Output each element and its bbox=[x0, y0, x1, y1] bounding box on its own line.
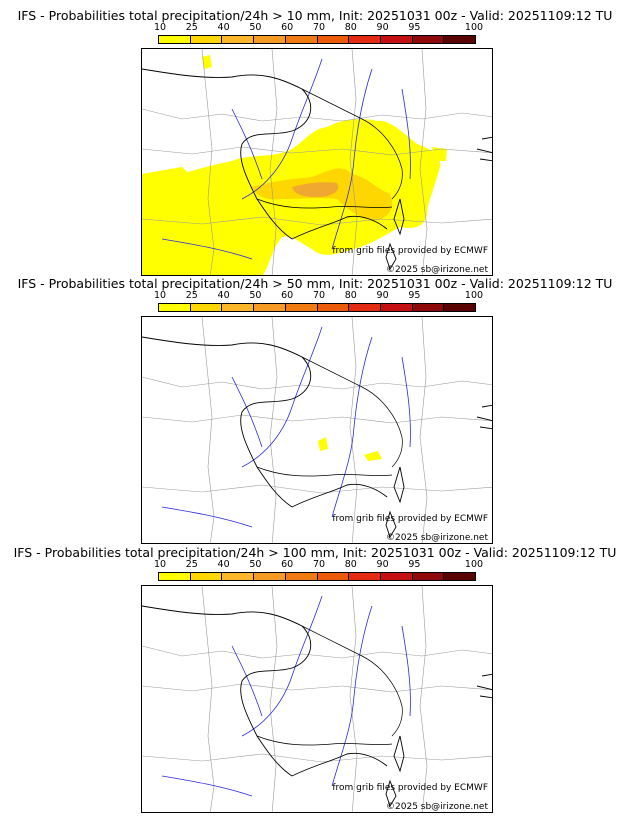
colorbar-tick-label: 80 bbox=[344, 22, 357, 33]
region-borders bbox=[142, 49, 492, 275]
colorbar-tick-label: 95 bbox=[408, 22, 421, 33]
national-borders bbox=[256, 88, 403, 209]
probability-area-mid bbox=[252, 168, 393, 221]
region-borders bbox=[142, 586, 492, 812]
colorbar-tick-label: 90 bbox=[376, 290, 389, 301]
colorbar-segment bbox=[222, 573, 255, 580]
colorbar-segment bbox=[317, 573, 350, 580]
colorbar-segment bbox=[349, 304, 381, 311]
colorbar-tick-label: 90 bbox=[376, 22, 389, 33]
colorbar-segment bbox=[380, 304, 413, 311]
colorbar-segment bbox=[349, 36, 381, 43]
colorbar-segment bbox=[412, 304, 445, 311]
colorbar-tick-label: 70 bbox=[312, 290, 326, 301]
colorbar-segment bbox=[159, 36, 191, 43]
colorbar-segment bbox=[349, 573, 381, 580]
colorbar-tick-label: 95 bbox=[408, 559, 421, 570]
map-panel-50mm: IFS - Probabilities total precipitation/… bbox=[0, 276, 630, 544]
colorbar-ticks: 10 25 40 50 60 70 80 90 95 100 bbox=[154, 559, 483, 571]
colorbar-tick-label: 50 bbox=[249, 290, 262, 301]
colorbar-tick-label: 50 bbox=[249, 22, 262, 33]
map-svg bbox=[142, 317, 492, 543]
colorbar-segment bbox=[190, 573, 223, 580]
colorbar-segment bbox=[285, 304, 318, 311]
map-10mm: from grib files provided by ECMWF ©2025 … bbox=[141, 48, 493, 276]
colorbar-tick-label: 40 bbox=[217, 22, 230, 33]
colorbar-segment bbox=[444, 36, 476, 43]
colorbar-segment bbox=[159, 304, 191, 311]
coastline bbox=[142, 605, 492, 808]
colorbar-segment bbox=[380, 36, 413, 43]
map-100mm: from grib files provided by ECMWF ©2025 … bbox=[141, 585, 493, 813]
colorbar-tick-label: 50 bbox=[249, 559, 262, 570]
colorbar-segment bbox=[412, 573, 445, 580]
colorbar-tick-label: 60 bbox=[281, 559, 294, 570]
source-credit: from grib files provided by ECMWF bbox=[332, 514, 488, 524]
panel-title: IFS - Probabilities total precipitation/… bbox=[13, 545, 617, 560]
colorbar-segment bbox=[444, 573, 476, 580]
national-borders bbox=[256, 625, 403, 746]
colorbar-tick-label: 10 bbox=[153, 559, 167, 570]
colorbar-ticks: 10 25 40 50 60 70 80 90 95 100 bbox=[154, 290, 483, 302]
colorbar-ticks: 10 25 40 50 60 70 80 90 95 100 bbox=[154, 22, 483, 34]
colorbar-segment bbox=[159, 573, 191, 580]
colorbar-segment bbox=[285, 36, 318, 43]
source-credit: from grib files provided by ECMWF bbox=[332, 246, 488, 256]
colorbar-tick-label: 70 bbox=[312, 559, 326, 570]
colorbar-tick-label: 25 bbox=[185, 290, 198, 301]
rivers bbox=[161, 326, 411, 528]
colorbar-tick-label: 10 bbox=[153, 290, 167, 301]
colorbar-tick-label: 25 bbox=[185, 559, 198, 570]
colorbar-segment bbox=[222, 304, 255, 311]
coastline bbox=[142, 336, 492, 539]
map-svg bbox=[142, 586, 492, 812]
colorbar-tick-label: 60 bbox=[281, 290, 294, 301]
colorbar-tick-label: 60 bbox=[281, 22, 294, 33]
colorbar-segment bbox=[317, 36, 350, 43]
colorbar-tick-label: 40 bbox=[217, 559, 230, 570]
colorbar-tick-label: 100 bbox=[464, 22, 484, 33]
copyright-credit: ©2025 sb@irizone.net bbox=[386, 533, 488, 543]
colorbar-segment bbox=[254, 573, 286, 580]
coastline bbox=[142, 68, 492, 271]
probability-area-low bbox=[318, 437, 382, 461]
panel-title: IFS - Probabilities total precipitation/… bbox=[17, 8, 613, 23]
colorbar-tick-label: 70 bbox=[312, 22, 326, 33]
copyright-credit: ©2025 sb@irizone.net bbox=[386, 265, 488, 275]
colorbar bbox=[158, 35, 476, 44]
colorbar bbox=[158, 572, 476, 581]
copyright-credit: ©2025 sb@irizone.net bbox=[386, 802, 488, 812]
map-50mm: from grib files provided by ECMWF ©2025 … bbox=[141, 316, 493, 544]
colorbar-tick-label: 80 bbox=[344, 290, 357, 301]
colorbar-segment bbox=[285, 573, 318, 580]
colorbar-segment bbox=[444, 304, 476, 311]
colorbar-segment bbox=[254, 36, 286, 43]
map-panel-10mm: IFS - Probabilities total precipitation/… bbox=[0, 8, 630, 276]
colorbar bbox=[158, 303, 476, 312]
colorbar-segment bbox=[190, 36, 223, 43]
colorbar-segment bbox=[412, 36, 445, 43]
colorbar-tick-label: 80 bbox=[344, 559, 357, 570]
map-panel-100mm: IFS - Probabilities total precipitation/… bbox=[0, 545, 630, 813]
region-borders bbox=[142, 317, 492, 543]
colorbar-tick-label: 100 bbox=[464, 290, 484, 301]
colorbar-segment bbox=[254, 304, 286, 311]
colorbar-segment bbox=[222, 36, 255, 43]
national-borders bbox=[256, 356, 403, 477]
panel-title: IFS - Probabilities total precipitation/… bbox=[17, 276, 613, 291]
colorbar-tick-label: 100 bbox=[464, 559, 484, 570]
colorbar-segment bbox=[190, 304, 223, 311]
source-credit: from grib files provided by ECMWF bbox=[332, 783, 488, 793]
rivers bbox=[161, 595, 411, 797]
colorbar-segment bbox=[380, 573, 413, 580]
colorbar-segment bbox=[317, 304, 350, 311]
colorbar-tick-label: 25 bbox=[185, 22, 198, 33]
colorbar-tick-label: 10 bbox=[153, 22, 167, 33]
colorbar-tick-label: 90 bbox=[376, 559, 389, 570]
colorbar-tick-label: 40 bbox=[217, 290, 230, 301]
map-svg bbox=[142, 49, 492, 275]
colorbar-tick-label: 95 bbox=[408, 290, 421, 301]
